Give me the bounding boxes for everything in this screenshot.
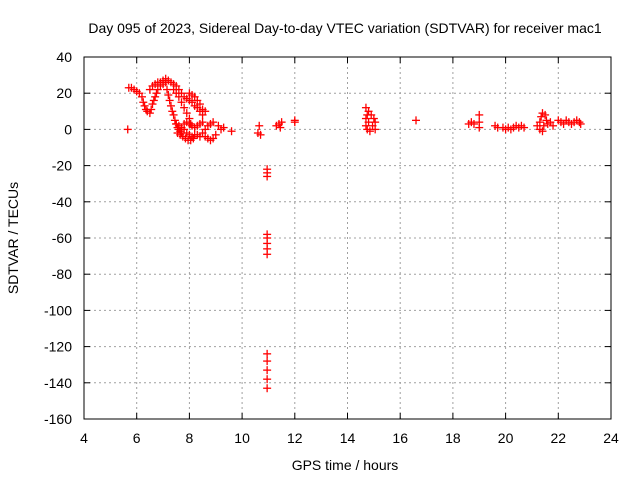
data-point bbox=[209, 118, 218, 127]
axis-ticks bbox=[83, 56, 612, 420]
x-tick-label: 14 bbox=[340, 430, 356, 446]
y-tick-label: -60 bbox=[52, 230, 72, 246]
x-tick-label: 8 bbox=[186, 430, 194, 446]
y-tick-label: 20 bbox=[56, 85, 72, 101]
data-point bbox=[475, 123, 484, 132]
data-point bbox=[263, 357, 272, 366]
data-point bbox=[170, 116, 179, 125]
x-tick-label: 18 bbox=[445, 430, 461, 446]
data-point bbox=[189, 134, 198, 143]
data-point bbox=[290, 116, 299, 125]
data-point bbox=[165, 96, 174, 105]
data-point bbox=[263, 172, 272, 181]
y-tick-label: -20 bbox=[52, 158, 72, 174]
data-point bbox=[475, 110, 484, 119]
x-axis-label: GPS time / hours bbox=[292, 457, 399, 473]
data-point bbox=[541, 110, 550, 119]
x-tick-label: 24 bbox=[603, 430, 619, 446]
data-point bbox=[147, 105, 156, 114]
data-point bbox=[180, 103, 189, 112]
data-point bbox=[201, 107, 210, 116]
data-point bbox=[211, 130, 220, 139]
y-tick-label: -40 bbox=[52, 194, 72, 210]
data-point bbox=[145, 109, 154, 118]
data-point bbox=[469, 119, 478, 128]
y-tick-label: 40 bbox=[56, 49, 72, 65]
data-point bbox=[263, 349, 272, 358]
data-point bbox=[151, 92, 160, 101]
data-point bbox=[219, 123, 228, 132]
data-point bbox=[535, 118, 544, 127]
y-tick-label: 0 bbox=[64, 121, 72, 137]
data-point bbox=[148, 100, 157, 109]
data-point bbox=[369, 114, 378, 123]
data-point bbox=[166, 101, 175, 110]
data-point bbox=[542, 116, 551, 125]
data-point bbox=[520, 123, 529, 132]
data-point bbox=[123, 125, 132, 134]
data-point bbox=[549, 121, 558, 130]
data-point bbox=[263, 366, 272, 375]
data-point bbox=[537, 112, 546, 121]
data-point bbox=[575, 118, 584, 127]
data-point bbox=[198, 118, 207, 127]
data-point bbox=[139, 98, 148, 107]
y-tick-label: -80 bbox=[52, 266, 72, 282]
data-point bbox=[164, 91, 173, 100]
data-point bbox=[149, 96, 158, 105]
data-point bbox=[174, 92, 183, 101]
x-tick-label: 22 bbox=[551, 430, 567, 446]
data-point bbox=[576, 119, 585, 128]
x-tick-label: 10 bbox=[234, 430, 250, 446]
data-point bbox=[535, 125, 544, 134]
data-point bbox=[177, 98, 186, 107]
data-point bbox=[195, 100, 204, 109]
plot-frame bbox=[83, 56, 612, 420]
data-point bbox=[371, 125, 380, 134]
data-point bbox=[277, 118, 286, 127]
data-point bbox=[140, 101, 149, 110]
data-point bbox=[263, 250, 272, 259]
data-point bbox=[152, 89, 161, 98]
chart-title: Day 095 of 2023, Sidereal Day-to-day VTE… bbox=[88, 20, 601, 36]
x-tick-label: 16 bbox=[392, 430, 408, 446]
y-tick-label: -160 bbox=[44, 411, 72, 427]
data-point bbox=[539, 121, 548, 130]
data-point bbox=[256, 130, 265, 139]
data-point bbox=[412, 116, 421, 125]
y-tick-label: -140 bbox=[44, 375, 72, 391]
data-point bbox=[182, 109, 191, 118]
x-tick-label: 12 bbox=[287, 430, 303, 446]
x-tick-label: 4 bbox=[80, 430, 88, 446]
data-point bbox=[365, 127, 374, 136]
y-tick-label: -100 bbox=[44, 302, 72, 318]
y-tick-label: -120 bbox=[44, 339, 72, 355]
data-point bbox=[169, 110, 178, 119]
data-point bbox=[137, 92, 146, 101]
data-points bbox=[123, 74, 585, 393]
data-point bbox=[263, 384, 272, 393]
x-tick-label: 6 bbox=[133, 430, 141, 446]
y-axis-label: SDTVAR / TECUs bbox=[5, 182, 21, 294]
y-tick-labels: 40 20 0 -20 -40 -60 -80 -100 -120 -140 -160 bbox=[44, 49, 72, 427]
x-tick-label: 20 bbox=[498, 430, 514, 446]
data-point bbox=[168, 107, 177, 116]
data-point bbox=[263, 375, 272, 384]
data-point bbox=[255, 121, 264, 130]
data-point bbox=[227, 127, 236, 136]
data-point bbox=[276, 123, 285, 132]
x-tick-labels: 4 6 8 10 12 14 16 18 20 22 24 bbox=[80, 430, 619, 446]
